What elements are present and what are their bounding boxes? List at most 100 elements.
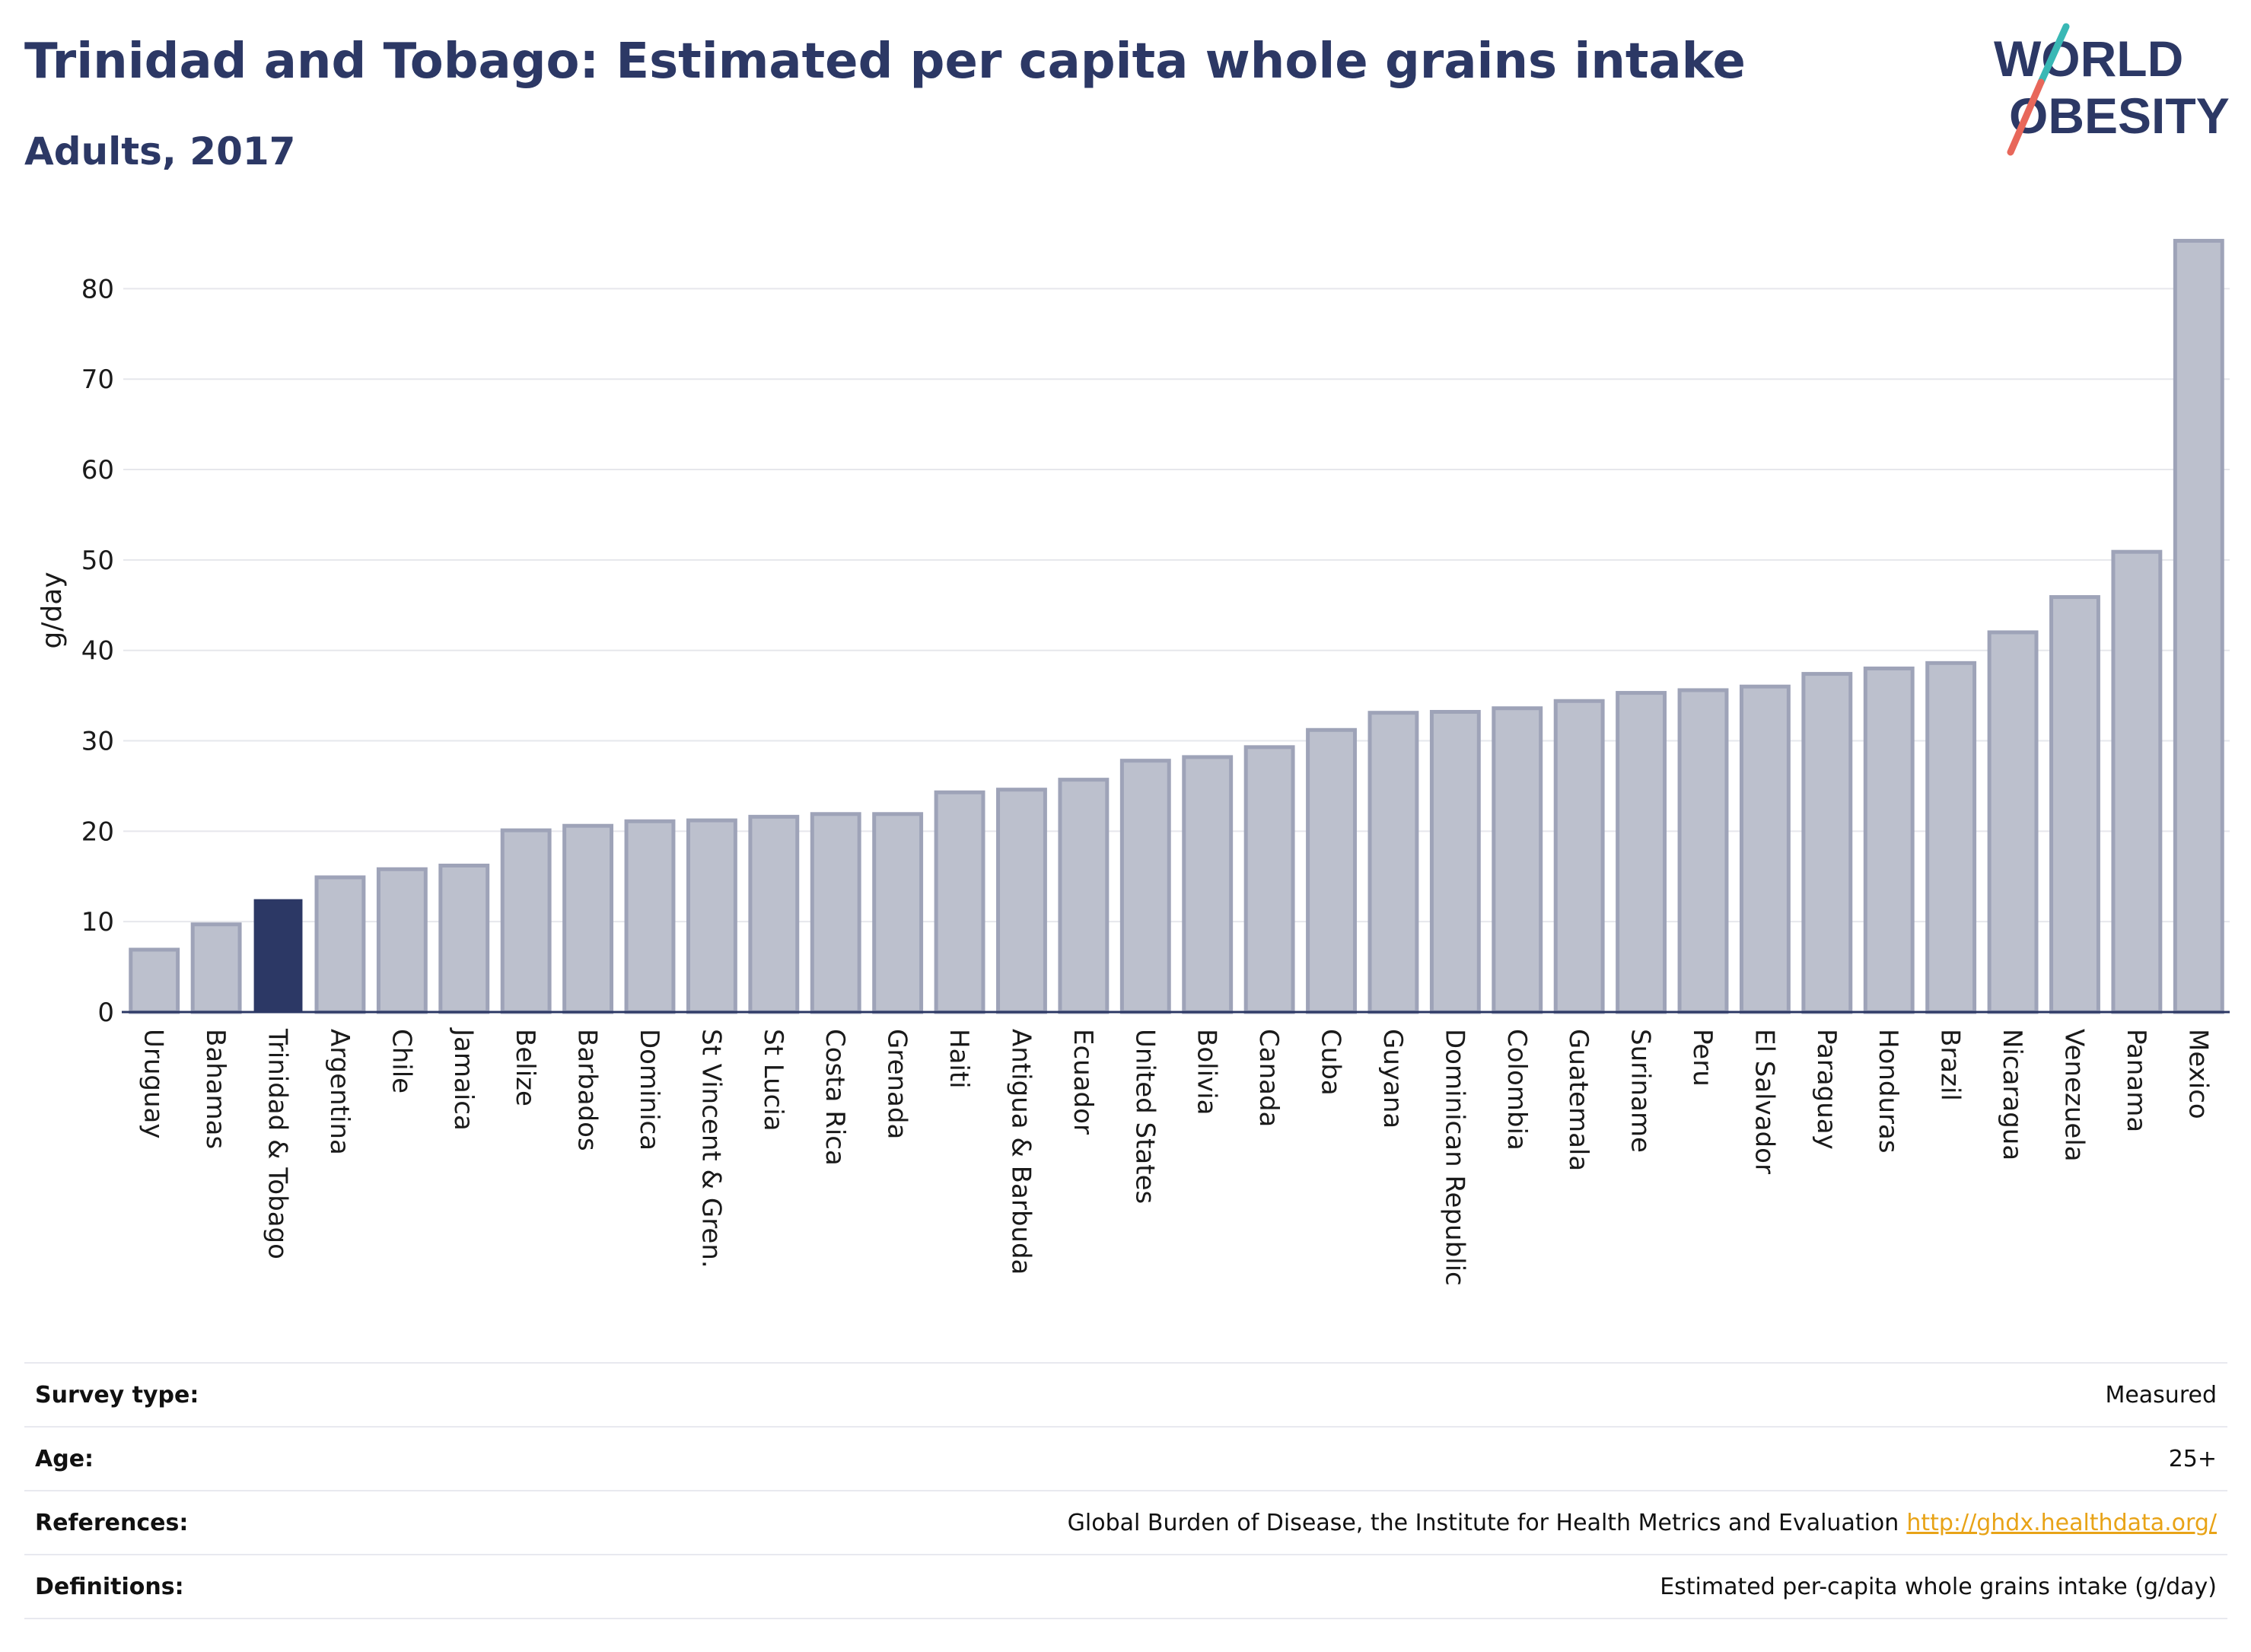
y-tick-label: 0 <box>97 998 114 1028</box>
bar-panama <box>2111 549 2163 1014</box>
x-tick-label: Suriname <box>1625 1029 1656 1153</box>
bar-brazil <box>1925 660 1977 1014</box>
y-tick-label: 40 <box>81 636 114 667</box>
bar-antigua-barbuda <box>996 788 1047 1014</box>
bar-canada <box>1243 745 1295 1014</box>
meta-row-references: References: Global Burden of Disease, th… <box>24 1490 2227 1554</box>
x-tick-label: Paraguay <box>1811 1029 1842 1150</box>
bar-peru <box>1677 688 1729 1014</box>
x-tick-label: Venezuela <box>2058 1029 2089 1162</box>
bar-st-lucia <box>748 814 800 1014</box>
bar-argentina <box>314 875 366 1014</box>
bar-guatemala <box>1553 699 1605 1014</box>
meta-value: Measured <box>2105 1381 2217 1408</box>
bar-united-states <box>1119 759 1171 1014</box>
bar-chart: 0 10 20 30 40 50 60 70 80 Uruguay Bahamas Trinidad… <box>37 238 2230 1286</box>
x-tick-labels: Uruguay Bahamas Trinidad & Tobago Argentina… <box>138 1027 2214 1286</box>
x-tick-label: Cuba <box>1316 1029 1346 1096</box>
chart-subtitle: Adults, 2017 <box>24 129 296 173</box>
meta-key: Survey type: <box>35 1381 199 1408</box>
y-tick-label: 30 <box>81 727 114 757</box>
meta-key: References: <box>35 1509 189 1536</box>
x-tick-label: Bahamas <box>200 1029 231 1149</box>
bar-bolivia <box>1182 755 1234 1014</box>
bar-trinidad-tobago <box>253 899 303 1013</box>
reference-link[interactable]: http://ghdx.healthdata.org/ <box>1906 1509 2217 1536</box>
x-tick-label: Chile <box>386 1029 416 1093</box>
x-tick-label: Dominican Republic <box>1439 1029 1469 1286</box>
x-tick-label: Argentina <box>324 1029 355 1155</box>
bar-haiti <box>934 790 985 1014</box>
x-tick-label: Costa Rica <box>820 1029 850 1166</box>
x-tick-label: Belize <box>510 1029 540 1106</box>
meta-value: Global Burden of Disease, the Institute … <box>1067 1509 1899 1536</box>
bar-uruguay <box>129 947 180 1014</box>
meta-row-definitions: Definitions: Estimated per-capita whole … <box>24 1554 2227 1619</box>
bar-el-salvador <box>1739 684 1791 1014</box>
bar-mexico <box>2173 238 2224 1014</box>
x-tick-label: Haiti <box>944 1029 974 1089</box>
bar-colombia <box>1492 706 1543 1014</box>
x-tick-label: Brazil <box>1935 1029 1966 1101</box>
bar-paraguay <box>1801 672 1853 1014</box>
bar-suriname <box>1616 691 1667 1014</box>
x-tick-label: Mexico <box>2183 1029 2213 1119</box>
x-tick-label: St Vincent & Gren. <box>696 1029 726 1268</box>
bar-guyana <box>1367 711 1419 1014</box>
x-tick-label: Colombia <box>1501 1029 1532 1151</box>
y-tick-label: 80 <box>81 274 114 304</box>
y-axis-title: g/day <box>37 571 68 648</box>
x-tick-label: Antigua & Barbuda <box>1005 1029 1036 1275</box>
y-tick-label: 10 <box>81 907 114 937</box>
bar-barbados <box>562 823 614 1014</box>
bar-bahamas <box>190 922 242 1014</box>
bar-nicaragua <box>1987 630 2039 1014</box>
bars <box>129 238 2224 1014</box>
y-tick-label: 20 <box>81 816 114 847</box>
chart-title: Trinidad and Tobago: Estimated per capit… <box>24 33 1746 90</box>
world-obesity-logo: WORLD OBESITY <box>1994 23 2230 156</box>
bar-belize <box>500 828 552 1014</box>
bar-cuba <box>1306 727 1357 1014</box>
bar-jamaica <box>438 864 490 1014</box>
y-tick-label: 50 <box>81 546 114 576</box>
x-tick-label: Barbados <box>572 1029 603 1151</box>
meta-key: Age: <box>35 1445 94 1472</box>
x-tick-label: Uruguay <box>138 1029 169 1139</box>
svg-text:WORLD: WORLD <box>1994 30 2183 87</box>
y-tick-label: 60 <box>81 455 114 485</box>
x-tick-label: El Salvador <box>1749 1029 1779 1174</box>
bar-st-vincent-gren- <box>686 818 737 1014</box>
bar-honduras <box>1863 666 1915 1014</box>
bar-costa-rica <box>810 812 861 1014</box>
meta-value: 25+ <box>2168 1445 2217 1472</box>
x-tick-label: United States <box>1129 1029 1160 1204</box>
meta-row-survey-type: Survey type: Measured <box>24 1362 2227 1426</box>
x-tick-label: Guyana <box>1377 1029 1408 1128</box>
bar-chile <box>376 867 428 1014</box>
meta-value: Estimated per-capita whole grains intake… <box>1660 1573 2217 1600</box>
x-tick-label: Peru <box>1687 1029 1718 1087</box>
x-tick-label: St Lucia <box>758 1029 788 1132</box>
bar-dominica <box>624 819 676 1014</box>
bar-ecuador <box>1058 778 1110 1014</box>
x-tick-label: Panama <box>2121 1029 2151 1132</box>
meta-key: Definitions: <box>35 1573 184 1600</box>
metadata-table: Survey type: Measured Age: 25+ Reference… <box>24 1362 2227 1619</box>
x-tick-label: Bolivia <box>1192 1029 1222 1115</box>
bar-venezuela <box>2049 595 2100 1014</box>
x-tick-label: Honduras <box>1873 1029 1903 1154</box>
x-tick-label: Dominica <box>634 1029 664 1151</box>
meta-row-age: Age: 25+ <box>24 1426 2227 1490</box>
x-tick-label: Guatemala <box>1563 1029 1594 1171</box>
x-tick-label: Trinidad & Tobago <box>263 1028 293 1259</box>
bar-dominican-republic <box>1429 710 1481 1014</box>
y-tick-label: 70 <box>81 364 114 395</box>
x-tick-label: Jamaica <box>448 1027 479 1131</box>
bar-grenada <box>872 812 924 1014</box>
x-tick-label: Nicaragua <box>1997 1029 2027 1160</box>
x-tick-label: Canada <box>1253 1029 1284 1127</box>
y-tick-labels: 0 10 20 30 40 50 60 70 80 <box>81 274 114 1028</box>
x-tick-label: Grenada <box>882 1029 912 1139</box>
meta-value-group: Global Burden of Disease, the Institute … <box>1068 1510 2227 1536</box>
